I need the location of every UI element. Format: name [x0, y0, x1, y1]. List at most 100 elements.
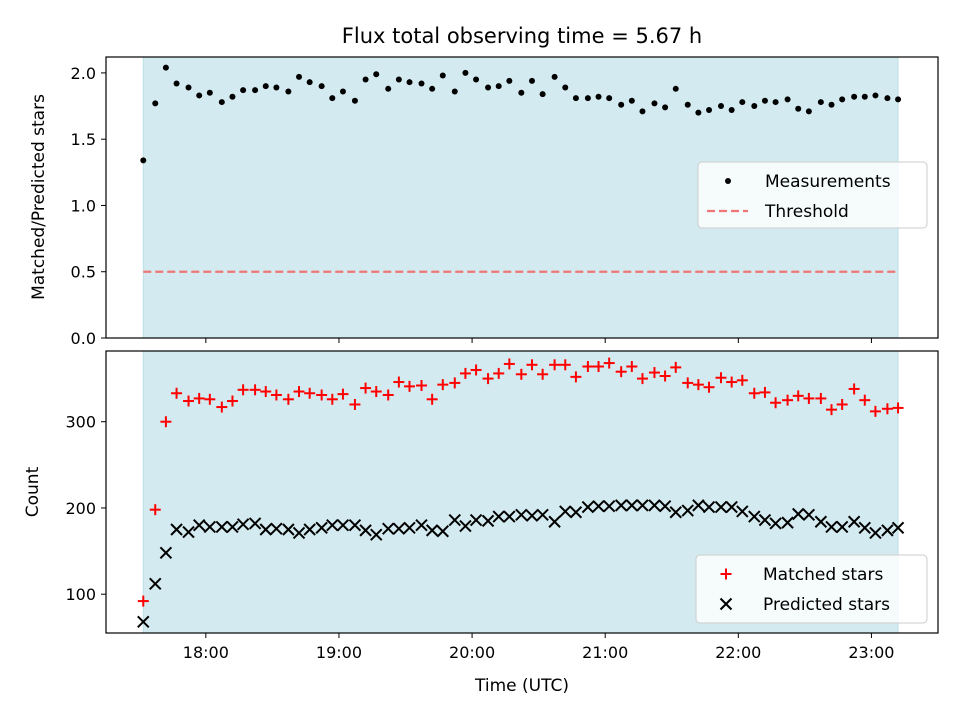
predicted-point [436, 525, 450, 538]
predicted-point [149, 577, 162, 591]
predicted-point-b [326, 518, 339, 532]
predicted-point [648, 499, 661, 512]
predicted-point [602, 500, 616, 513]
predicted-point-b [348, 518, 362, 532]
predicted-point-b [881, 524, 894, 537]
predicted-point [536, 508, 549, 522]
predicted-point [203, 520, 217, 534]
predicted-point-b [159, 546, 173, 560]
predicted-point [702, 500, 716, 514]
predicted-point [858, 521, 871, 534]
measurement-point [528, 77, 535, 84]
measurement-point [751, 103, 758, 110]
measurement-point [485, 84, 492, 91]
bottom-panel: 18:00 19:00 20:00 21:00 22:00 23:00 100 200 300 M… [65, 350, 939, 662]
predicted-point-b [847, 515, 861, 528]
predicted-point [881, 524, 894, 537]
measurement-point [518, 89, 525, 96]
predicted-point-b [581, 500, 595, 514]
predicted-point [192, 518, 206, 532]
predicted-point [282, 523, 295, 536]
predicted-point-b [436, 525, 450, 538]
measurement-point [395, 76, 402, 83]
top-panel: 0.0 0.5 1.0 1.5 2.0 Measurements Threshold [71, 56, 939, 348]
matched-point [748, 387, 760, 399]
measurement-point [362, 76, 369, 83]
predicted-point-b [137, 615, 150, 628]
y-tick-label: 1.0 [71, 196, 96, 215]
predicted-point-b [758, 513, 772, 527]
matched-point [770, 397, 782, 409]
y-tick-label: 0.0 [71, 329, 96, 348]
predicted-point [182, 525, 195, 539]
predicted-point-b [336, 518, 350, 532]
predicted-point [592, 500, 605, 513]
matched-point [782, 394, 794, 406]
matched-point [692, 379, 704, 391]
chart-title: Flux total observing time = 5.67 h [342, 24, 702, 48]
matched-point [892, 402, 904, 414]
measurement-point [684, 101, 691, 108]
predicted-point-b [891, 521, 905, 534]
predicted-point-b [658, 500, 672, 513]
measurement-point [229, 93, 236, 100]
predicted-point-b [869, 526, 882, 540]
measurement-point [551, 73, 558, 80]
predicted-point-b [692, 499, 705, 512]
matched-point [316, 389, 328, 401]
measurement-point [718, 103, 725, 110]
measurement-point [628, 97, 635, 104]
predicted-point [725, 500, 738, 514]
matched-point [183, 395, 195, 407]
measurement-point [884, 95, 891, 102]
predicted-point [802, 508, 816, 522]
predicted-point [658, 500, 672, 513]
legend-matched-marker [720, 568, 732, 580]
predicted-point [215, 520, 229, 534]
matched-point [337, 388, 349, 400]
legend-predicted-marker [719, 597, 733, 611]
predicted-point [248, 517, 262, 530]
measurement-point [618, 101, 625, 108]
matched-point [404, 380, 416, 392]
measurement-point [562, 84, 569, 91]
matched-point [881, 403, 893, 415]
x-tick-label: 21:00 [582, 643, 628, 662]
predicted-point-b [814, 515, 828, 528]
measurement-point [273, 84, 280, 91]
predicted-point-b [769, 517, 782, 530]
predicted-point [392, 522, 406, 535]
matched-point [270, 389, 282, 401]
measurement-point [318, 83, 325, 90]
predicted-point-b [182, 525, 195, 539]
matched-point [582, 361, 594, 373]
matched-point [803, 392, 815, 404]
matched-point [204, 393, 216, 405]
predicted-point [370, 528, 383, 541]
predicted-point-b [714, 500, 728, 514]
predicted-point [415, 518, 428, 532]
predicted-point-b [592, 500, 605, 513]
matched-point [304, 387, 316, 399]
x-tick-label: 18:00 [183, 643, 229, 662]
predicted-point-b [392, 522, 406, 535]
measurement-point [306, 79, 313, 86]
predicted-point-b [469, 513, 483, 527]
measurement-point [185, 84, 192, 91]
measurement-point [162, 64, 169, 71]
predicted-point [382, 522, 395, 535]
measurement-point [406, 79, 413, 86]
matched-point [382, 389, 394, 401]
measurement-point [506, 77, 513, 84]
predicted-point-b [248, 517, 262, 530]
predicted-point-b [382, 522, 395, 535]
matched-point [426, 393, 438, 405]
matched-point [726, 376, 738, 388]
legend-matched-label: Matched stars [763, 565, 883, 585]
predicted-point-b [425, 524, 439, 537]
predicted-point [303, 523, 316, 536]
measurement-point [140, 157, 147, 164]
matched-point [570, 371, 582, 383]
measurement-point [695, 109, 702, 116]
